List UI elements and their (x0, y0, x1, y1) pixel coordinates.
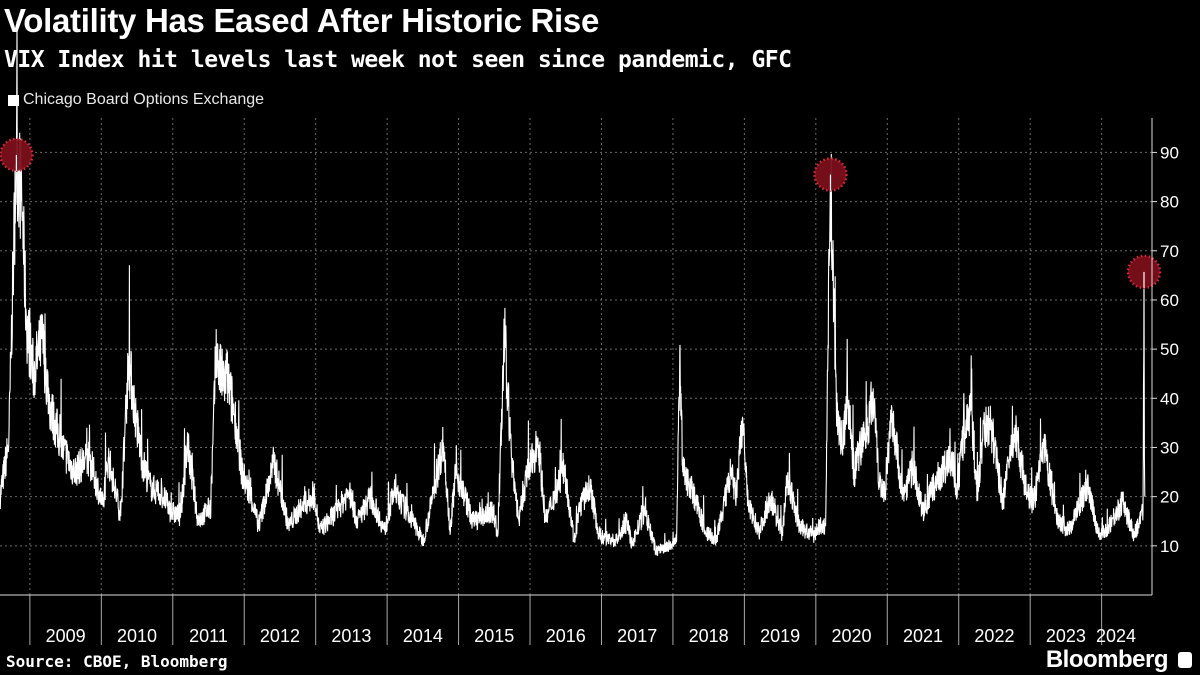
x-tick-label: 2016 (546, 626, 586, 646)
y-tick-label: 50 (1160, 340, 1179, 359)
x-tick-label: 2023 (1046, 626, 1086, 646)
chart-title: Volatility Has Eased After Historic Rise (4, 2, 600, 39)
bloomberg-chart-icon (1178, 652, 1192, 668)
vix-line (0, 21, 1146, 556)
highlights (0, 137, 1162, 290)
source-note: Source: CBOE, Bloomberg (6, 652, 228, 671)
y-tick-label: 60 (1160, 291, 1179, 310)
x-tick-label: 2011 (189, 626, 228, 646)
y-tick-label: 10 (1160, 537, 1179, 556)
legend: Chicago Board Options Exchange (8, 91, 264, 109)
y-tick-label: 90 (1160, 143, 1179, 162)
x-tick-label: 2010 (117, 626, 157, 646)
brand-text: Bloomberg (1045, 646, 1169, 673)
x-tick-label: 2013 (331, 626, 371, 646)
x-tick-label: 2014 (403, 626, 443, 646)
x-tick-label: 2018 (689, 626, 729, 646)
grid (0, 118, 1152, 595)
y-tick-label: 30 (1160, 438, 1179, 457)
legend-label: Chicago Board Options Exchange (23, 91, 265, 108)
y-tick-label: 40 (1160, 389, 1179, 408)
x-tick-label: 2022 (974, 626, 1014, 646)
x-tick-label: 2009 (46, 626, 86, 646)
x-tick-label: 2017 (617, 626, 657, 646)
y-tick-label: 70 (1160, 242, 1179, 261)
x-tick-label: 2012 (260, 626, 300, 646)
series (0, 21, 1146, 556)
x-tick-label: 2021 (903, 626, 943, 646)
x-tick-label: 2019 (760, 626, 800, 646)
chart-subtitle: VIX Index hit levels last week not seen … (4, 47, 792, 73)
x-tick-label: 2015 (474, 626, 514, 646)
legend-swatch (8, 94, 19, 106)
y-tick-label: 20 (1160, 488, 1179, 507)
x-tick-label: 2024 (1096, 626, 1136, 646)
axes: 10 20 30 40 50 60 70 80 90 2009 2010 2011 2012 2013 20… (0, 118, 1179, 646)
bloomberg-logo: Bloomberg (1046, 646, 1192, 674)
y-tick-label: 80 (1160, 193, 1179, 212)
x-tick-label: 2020 (832, 626, 872, 646)
